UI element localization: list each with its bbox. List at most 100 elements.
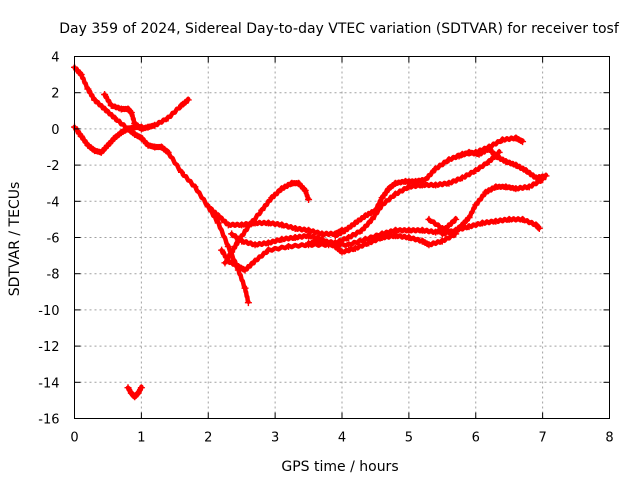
data-point [278, 235, 286, 243]
data-point [478, 219, 486, 227]
series-track-12 [438, 215, 543, 238]
data-point [234, 262, 242, 270]
data-point [204, 203, 212, 211]
data-point [502, 183, 510, 191]
data-point [224, 243, 232, 251]
data-point [405, 234, 413, 241]
data-point [412, 177, 420, 185]
series-track-4 [124, 384, 145, 401]
axis-ticks [74, 56, 610, 419]
data-point [214, 219, 222, 227]
data-point [144, 123, 152, 131]
data-point [278, 185, 286, 193]
grid-lines [74, 56, 610, 419]
data-point [124, 105, 132, 113]
data-point [535, 224, 543, 232]
series-track-13 [455, 145, 550, 182]
y-axis-label: SDTVAR / TECUs [7, 182, 23, 297]
data-point [472, 201, 480, 209]
data-point [455, 152, 463, 160]
data-point [104, 141, 112, 149]
y-tick-label: 4 [51, 51, 59, 66]
data-point [452, 215, 460, 223]
x-tick-label: 8 [605, 431, 613, 446]
data-point [224, 221, 232, 229]
data-point [295, 179, 303, 187]
data-point [432, 181, 440, 189]
data-point [241, 266, 249, 274]
data-point [331, 239, 339, 247]
data-point [402, 177, 410, 185]
y-tick-label: -8 [47, 268, 60, 283]
data-point [285, 243, 292, 251]
series-trace [102, 92, 191, 132]
data-point [432, 228, 440, 236]
data-point [532, 221, 540, 229]
data-point [77, 132, 85, 140]
data-point [445, 179, 453, 187]
data-point [345, 234, 353, 241]
data-point [228, 230, 236, 238]
series-trace [72, 65, 251, 305]
data-point [124, 125, 132, 133]
data-point [418, 226, 426, 234]
x-tick-label: 4 [338, 431, 346, 446]
data-point [438, 230, 446, 238]
data-point [499, 136, 506, 144]
data-point [84, 85, 92, 93]
data-point [305, 232, 313, 240]
data-point [358, 226, 366, 234]
data-point [485, 157, 493, 165]
data-point [361, 235, 369, 243]
data-point [331, 232, 339, 240]
data-point [338, 248, 346, 256]
data-point [452, 226, 460, 234]
series-trace [456, 145, 549, 181]
y-tick-label: -4 [47, 195, 60, 210]
data-point [97, 148, 105, 156]
data-point [131, 393, 139, 401]
data-point [178, 168, 185, 176]
data-point [351, 244, 359, 252]
y-tick-label: 2 [51, 87, 59, 102]
data-point [157, 143, 165, 151]
data-point [178, 101, 185, 109]
data-point [291, 234, 299, 241]
data-point [425, 241, 433, 249]
data-point [422, 176, 430, 184]
x-axis-label: GPS time / hours [281, 459, 398, 475]
data-point [244, 299, 252, 307]
data-point [465, 223, 473, 231]
data-point [418, 237, 426, 245]
data-point [137, 384, 145, 392]
data-point [251, 219, 259, 227]
data-point [351, 219, 359, 227]
data-point [318, 237, 326, 245]
y-tick-label: 0 [51, 123, 59, 138]
data-point [288, 179, 296, 187]
data-point [365, 239, 373, 247]
data-point [305, 195, 313, 203]
y-tick-label: -10 [38, 304, 59, 319]
data-point [465, 214, 473, 222]
data-point [465, 148, 473, 156]
data-point [512, 161, 520, 169]
data-point [392, 190, 399, 198]
data-point [512, 134, 520, 142]
data-point [137, 125, 145, 133]
data-point [519, 215, 527, 223]
data-point [251, 241, 259, 249]
data-point [101, 91, 109, 99]
data-point [425, 215, 433, 223]
data-point [405, 226, 413, 234]
series-trace [72, 123, 144, 156]
data-point [361, 212, 369, 220]
data-point [191, 183, 199, 191]
series-track-1 [71, 63, 252, 307]
data-point [91, 96, 99, 104]
x-tick-label: 0 [70, 431, 78, 446]
data-point [214, 212, 222, 220]
series-track-6 [204, 203, 346, 238]
data-point [432, 165, 440, 173]
